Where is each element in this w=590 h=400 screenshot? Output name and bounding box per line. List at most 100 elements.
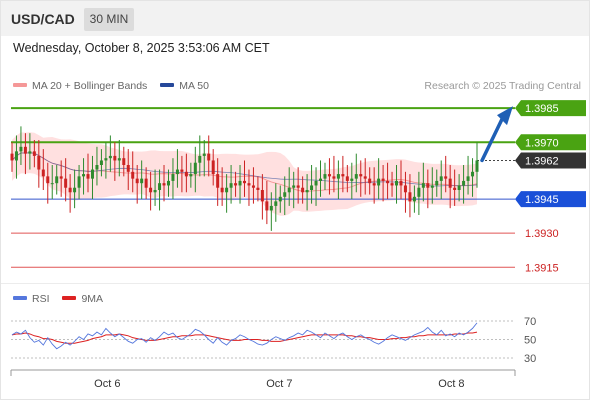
candle <box>305 190 309 193</box>
candle <box>265 201 269 211</box>
candle <box>95 165 99 170</box>
rsi-tick-70: 70 <box>524 316 536 328</box>
rsi-line <box>11 322 478 350</box>
candle <box>417 187 421 197</box>
level-label-1.3915: 1.3915 <box>525 262 559 274</box>
candle <box>117 158 121 161</box>
candle <box>180 169 184 172</box>
candle <box>99 160 103 165</box>
candle <box>28 151 32 154</box>
candle <box>175 169 179 175</box>
x-tick-label: Oct 8 <box>438 378 464 390</box>
ma9-swatch <box>62 296 77 301</box>
candle <box>189 174 193 177</box>
candle <box>225 187 229 193</box>
candle <box>77 176 81 188</box>
rsi-label: RSI <box>32 293 50 305</box>
level-tag-1.3945 <box>515 191 586 208</box>
candle <box>323 174 327 179</box>
candle <box>359 174 363 177</box>
candle <box>332 176 336 179</box>
candle <box>292 185 296 188</box>
candle <box>260 190 264 202</box>
timestamp: Wednesday, October 8, 2025 3:53:06 AM CE… <box>13 41 270 55</box>
level-tag-1.3985 <box>515 100 586 117</box>
candle <box>59 176 63 179</box>
level-label-1.3962: 1.3962 <box>525 155 559 167</box>
candle <box>19 146 23 152</box>
candle <box>162 183 166 186</box>
candle <box>453 187 457 190</box>
candle <box>158 183 162 190</box>
candle <box>216 174 220 188</box>
legend-rsi: RSI <box>13 293 50 305</box>
level-label-1.3970: 1.3970 <box>525 137 559 149</box>
candle <box>122 158 126 165</box>
candle <box>381 178 385 181</box>
candle <box>283 192 287 197</box>
price-legend: MA 20 + Bollinger Bands MA 50 <box>13 80 219 92</box>
candle <box>327 174 331 177</box>
candle <box>64 178 68 188</box>
candle <box>193 162 197 175</box>
candle <box>278 196 282 202</box>
level-label-1.3930: 1.3930 <box>525 228 559 240</box>
interval-button[interactable]: 30 MIN <box>84 8 134 31</box>
candle <box>377 178 381 186</box>
candle <box>46 176 50 184</box>
candle <box>251 185 255 188</box>
candle <box>475 160 479 172</box>
candle <box>336 174 340 179</box>
candle <box>269 205 273 211</box>
candle <box>166 180 170 186</box>
candle <box>350 178 354 181</box>
candle <box>412 196 416 202</box>
level-label-1.3985: 1.3985 <box>525 103 559 115</box>
projection-arrow <box>480 117 504 163</box>
candle <box>341 174 345 177</box>
candle <box>14 151 18 161</box>
panel-divider <box>1 283 589 284</box>
candle <box>462 180 466 186</box>
symbol-title: USD/CAD <box>11 11 75 27</box>
candle <box>126 165 130 172</box>
ma50-label: MA 50 <box>179 80 209 92</box>
candle <box>274 201 278 206</box>
candle <box>238 180 242 186</box>
projection-arrow-head <box>497 106 513 126</box>
x-tick-label: Oct 6 <box>94 378 120 390</box>
candle <box>287 187 291 193</box>
level-label-1.3945: 1.3945 <box>525 194 559 206</box>
candle <box>345 176 349 181</box>
candle <box>439 176 443 181</box>
candle <box>104 158 108 161</box>
candle <box>314 180 318 186</box>
rsi-legend: RSI 9MA <box>13 293 113 305</box>
rsi-tick-50: 50 <box>524 335 536 347</box>
candle <box>466 176 470 181</box>
level-tag-1.3970 <box>515 134 586 151</box>
candle <box>220 187 224 193</box>
candle <box>403 185 407 193</box>
candle <box>319 178 323 181</box>
candle <box>457 185 461 190</box>
candle <box>171 174 175 181</box>
level-tag-1.3962 <box>515 152 586 169</box>
rsi-9ma-line <box>11 331 478 344</box>
candle <box>55 176 59 184</box>
candle <box>135 178 139 184</box>
candle <box>131 171 135 179</box>
candle <box>435 180 439 186</box>
candle <box>368 178 372 184</box>
candle <box>399 180 403 186</box>
candle <box>108 155 112 159</box>
candle <box>184 171 188 177</box>
candle <box>354 174 358 179</box>
candle <box>50 183 54 185</box>
candle <box>153 190 157 193</box>
candle <box>386 180 390 184</box>
candle <box>86 174 90 179</box>
candle <box>247 183 251 186</box>
candle <box>202 153 206 156</box>
